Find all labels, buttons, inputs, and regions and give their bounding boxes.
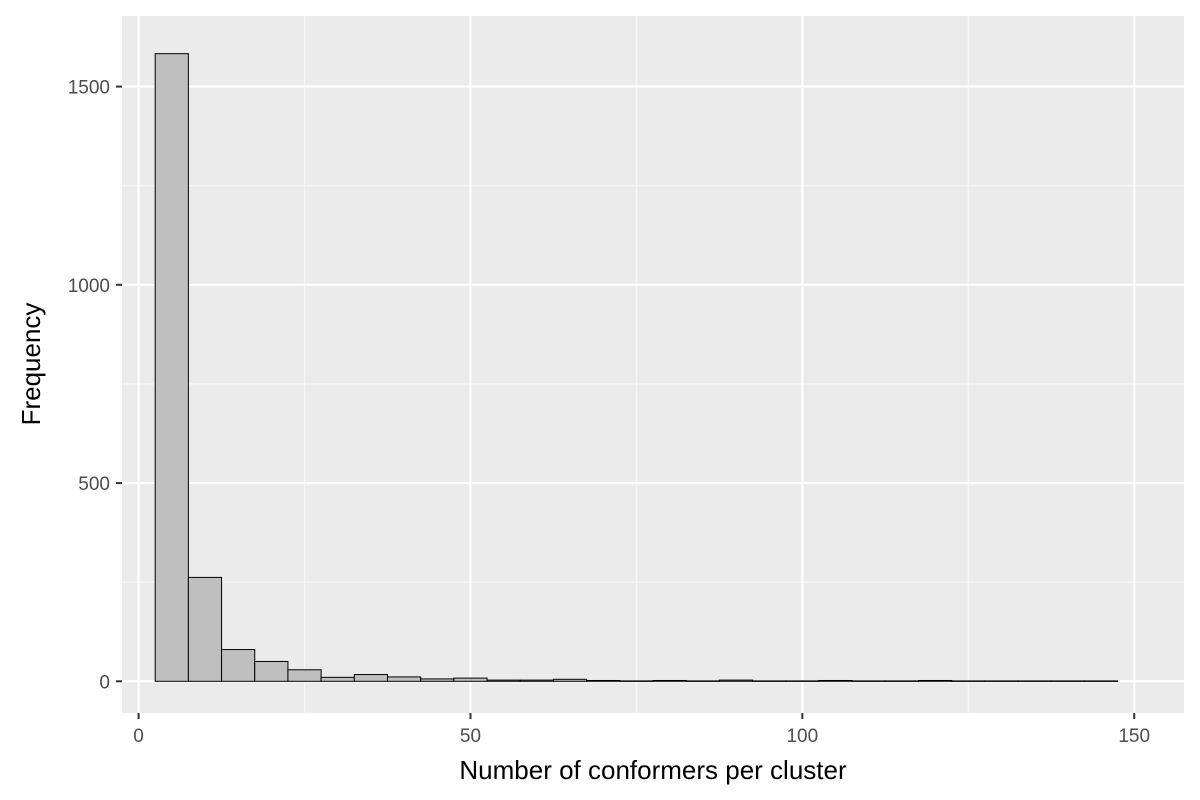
histogram-bar bbox=[785, 680, 820, 682]
histogram-bar bbox=[619, 680, 654, 682]
histogram-bar bbox=[984, 680, 1019, 682]
x-tick-label: 100 bbox=[786, 726, 818, 747]
histogram-bar bbox=[586, 679, 621, 682]
histogram-bar bbox=[519, 679, 554, 682]
histogram-bar bbox=[287, 669, 322, 682]
y-tick-label: 1000 bbox=[68, 276, 110, 297]
histogram-bar bbox=[453, 677, 488, 682]
histogram-bar bbox=[387, 676, 422, 682]
histogram-bar bbox=[851, 680, 886, 682]
histogram-bar bbox=[918, 679, 953, 682]
y-tick-label: 500 bbox=[78, 474, 110, 495]
y-axis: 0 500 1000 1500 bbox=[68, 78, 122, 693]
histogram-bar bbox=[221, 649, 256, 682]
x-tick-label: 0 bbox=[133, 726, 144, 747]
histogram-bar bbox=[818, 679, 853, 682]
histogram-bar bbox=[552, 678, 588, 682]
histogram-bar bbox=[254, 660, 289, 682]
minor-gridlines bbox=[122, 16, 1184, 713]
histogram-bars bbox=[154, 53, 1119, 682]
histogram-bar bbox=[652, 679, 687, 682]
histogram-bar bbox=[951, 680, 986, 682]
histogram-bar bbox=[187, 576, 223, 682]
x-tick-label: 150 bbox=[1118, 726, 1150, 747]
histogram-bar bbox=[752, 680, 787, 682]
histogram-bar bbox=[718, 679, 754, 682]
histogram-bar bbox=[1083, 680, 1119, 682]
histogram-bar bbox=[353, 674, 388, 682]
histogram-bar bbox=[884, 680, 919, 682]
histogram-bar bbox=[320, 676, 355, 682]
x-axis: 0 50 100 150 bbox=[133, 713, 1150, 747]
histogram-bar bbox=[1050, 680, 1085, 682]
plot-panel bbox=[122, 16, 1184, 713]
histogram-bar bbox=[685, 680, 720, 682]
histogram-bar bbox=[420, 678, 455, 682]
histogram-bar bbox=[486, 679, 521, 682]
x-axis-title: Number of conformers per cluster bbox=[459, 755, 847, 785]
histogram-bar bbox=[154, 53, 189, 682]
y-tick-label: 1500 bbox=[68, 78, 110, 99]
y-axis-title: Frequency bbox=[16, 303, 46, 426]
histogram-bar bbox=[1017, 680, 1052, 682]
y-tick-label: 0 bbox=[99, 672, 110, 693]
x-tick-label: 50 bbox=[460, 726, 481, 747]
